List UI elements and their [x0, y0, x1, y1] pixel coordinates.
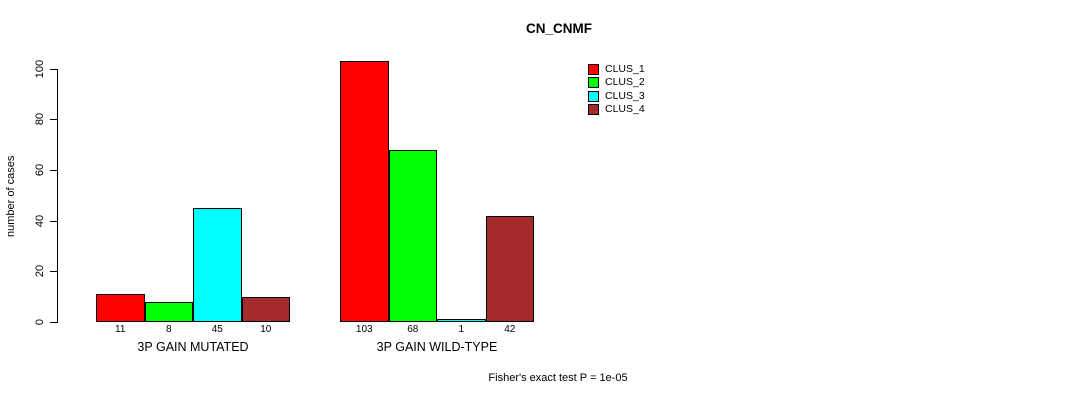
bar-value-label: 1 [458, 324, 465, 335]
bar-value-label: 11 [115, 324, 126, 335]
y-axis-tick-label: 20 [34, 265, 46, 278]
bar-value-label: 8 [165, 324, 172, 335]
y-axis-tick [50, 220, 57, 222]
fisher-test-annotation: Fisher's exact test P = 1e-05 [488, 372, 628, 384]
y-axis-tick-label: 80 [34, 113, 46, 126]
y-axis-tick [50, 68, 57, 70]
legend-label: CLUS_4 [605, 102, 645, 115]
bar-value-label: 42 [504, 324, 516, 335]
x-category-label-mutated: 3P GAIN MUTATED [137, 340, 249, 354]
bar-value-label: 45 [211, 324, 223, 335]
y-axis-tick-label: 0 [34, 318, 46, 326]
legend-row: CLUS_2 [588, 76, 645, 89]
bar-clus_2-group2 [388, 149, 437, 322]
legend-row: CLUS_1 [588, 64, 645, 75]
y-axis-tick [50, 271, 57, 273]
y-axis-tick [50, 119, 57, 121]
bar-clus_1-group1 [96, 294, 145, 322]
y-axis-tick [50, 322, 57, 323]
legend-label: CLUS_3 [605, 89, 645, 102]
bar-clus_4-group2 [485, 215, 534, 322]
y-axis-tick-label: 100 [34, 59, 46, 78]
y-axis-tick [50, 169, 57, 171]
y-axis-tick-label: 40 [34, 214, 46, 227]
bar-value-label: 10 [260, 324, 272, 335]
bar-clus_2-group1 [144, 301, 193, 322]
bar-value-label: 68 [407, 324, 419, 335]
x-category-label-wildtype: 3P GAIN WILD-TYPE [376, 340, 498, 354]
y-axis-line [57, 68, 58, 323]
legend-label: CLUS_1 [605, 63, 645, 75]
chart-title: CN_CNMF [526, 21, 592, 36]
bar-clus_1-group2 [340, 60, 389, 322]
legend-row: CLUS_4 [588, 102, 645, 115]
legend-swatch-clus_4 [588, 103, 599, 115]
y-axis-label: number of cases [5, 155, 17, 237]
bar-clus_3-group2 [437, 319, 486, 322]
bar-clus_4-group1 [241, 296, 290, 322]
legend-swatch-clus_3 [588, 90, 599, 102]
legend-swatch-clus_1 [588, 64, 599, 75]
legend-swatch-clus_2 [588, 77, 599, 89]
legend-label: CLUS_2 [605, 76, 645, 89]
bar-clus_3-group1 [193, 207, 242, 322]
y-axis-tick-label: 60 [34, 163, 46, 177]
legend-row: CLUS_3 [588, 89, 645, 102]
bar-value-label: 103 [355, 324, 373, 335]
